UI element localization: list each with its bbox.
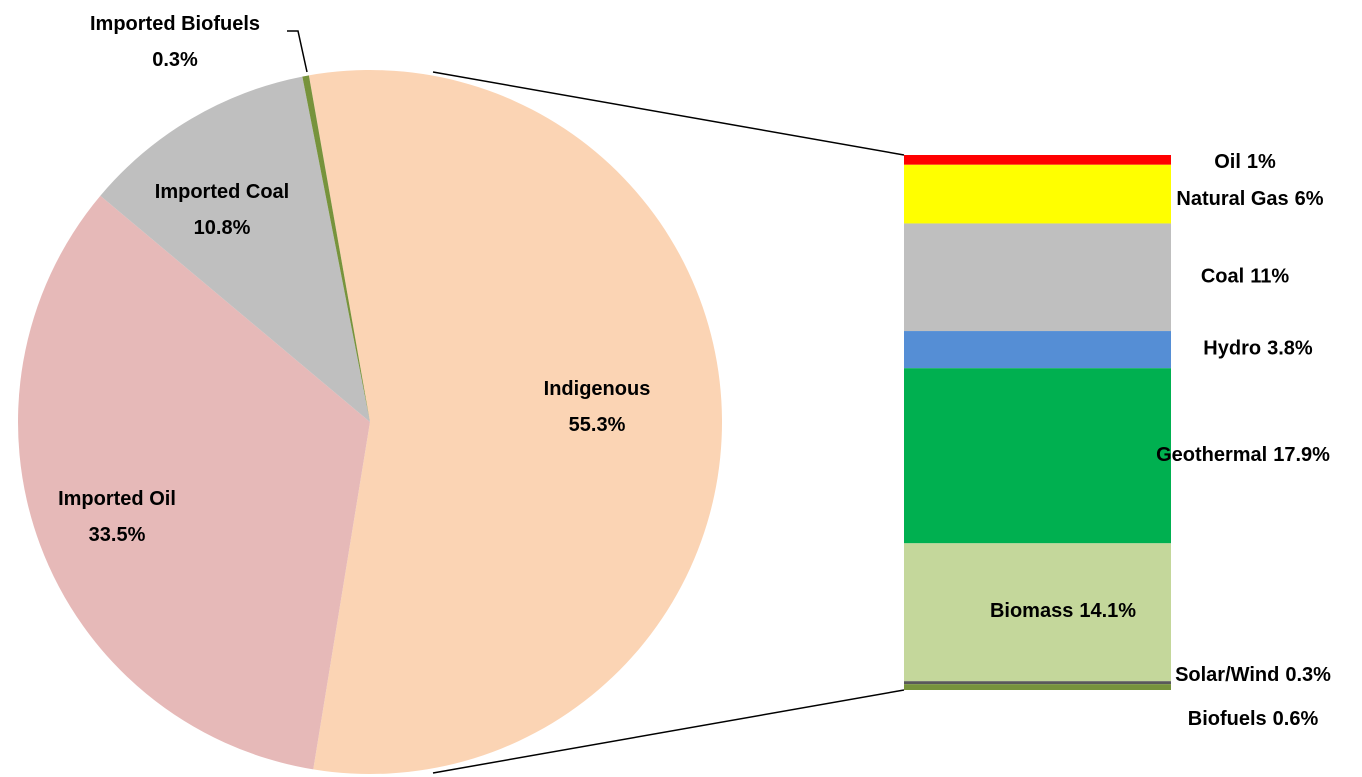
segment-label: Coal 11% [1201, 266, 1289, 288]
bar-segment [904, 684, 1171, 690]
slice-name: Indigenous [544, 378, 651, 400]
slice-value: 55.3% [569, 414, 626, 436]
slice-label: Indigenous 55.3% [544, 378, 651, 436]
segment-value: 17.9% [1273, 444, 1330, 466]
slice-name: Imported Coal [155, 181, 289, 203]
segment-label: Biofuels 0.6% [1188, 708, 1319, 730]
bar-segment [904, 223, 1171, 332]
slice-value: 0.3% [152, 49, 198, 71]
leader-line [287, 30, 308, 73]
segment-value: 6% [1295, 188, 1324, 210]
slice-label: Imported Oil 33.5% [58, 488, 176, 546]
slice-value: 33.5% [89, 524, 146, 546]
connector-line [432, 689, 905, 774]
segment-label: Biomass 14.1% [990, 601, 1136, 623]
segment-value: 11% [1250, 266, 1289, 288]
slice-name: Imported Biofuels [90, 13, 260, 35]
segment-name: Biofuels [1188, 708, 1267, 730]
segment-value: 14.1% [1079, 601, 1136, 623]
pie-slice [308, 70, 723, 774]
segment-value: 1% [1247, 151, 1276, 173]
bar-segment [904, 164, 1171, 224]
slice-value: 10.8% [194, 217, 251, 239]
segment-name: Biomass [990, 601, 1073, 623]
segment-label: Solar/Wind 0.3% [1175, 664, 1331, 686]
segment-value: 0.3% [1285, 664, 1331, 686]
bar-segment [904, 681, 1171, 685]
slice-label: Imported Biofuels 0.3% [90, 13, 260, 71]
segment-name: Coal [1201, 266, 1244, 288]
pie-slice [302, 75, 370, 423]
bar-segment [904, 155, 1171, 165]
pie-slice [18, 195, 371, 770]
segment-name: Geothermal [1156, 444, 1267, 466]
segment-name: Hydro [1203, 338, 1261, 360]
segment-label: Oil 1% [1214, 151, 1276, 173]
segment-label: Natural Gas 6% [1176, 188, 1323, 210]
bar-segment [904, 543, 1171, 682]
segment-value: 3.8% [1267, 338, 1313, 360]
segment-name: Natural Gas [1176, 188, 1288, 210]
segment-label: Geothermal 17.9% [1156, 444, 1330, 466]
slice-label: Imported Coal 10.8% [155, 181, 289, 239]
pie-slice [100, 76, 370, 422]
connector-line [432, 71, 905, 156]
segment-label: Hydro 3.8% [1203, 338, 1313, 360]
slice-name: Imported Oil [58, 488, 176, 510]
bar-segment [904, 331, 1171, 369]
bar-segment [904, 368, 1171, 544]
segment-name: Oil [1214, 151, 1241, 173]
segment-value: 0.6% [1273, 708, 1319, 730]
segment-name: Solar/Wind [1175, 664, 1279, 686]
